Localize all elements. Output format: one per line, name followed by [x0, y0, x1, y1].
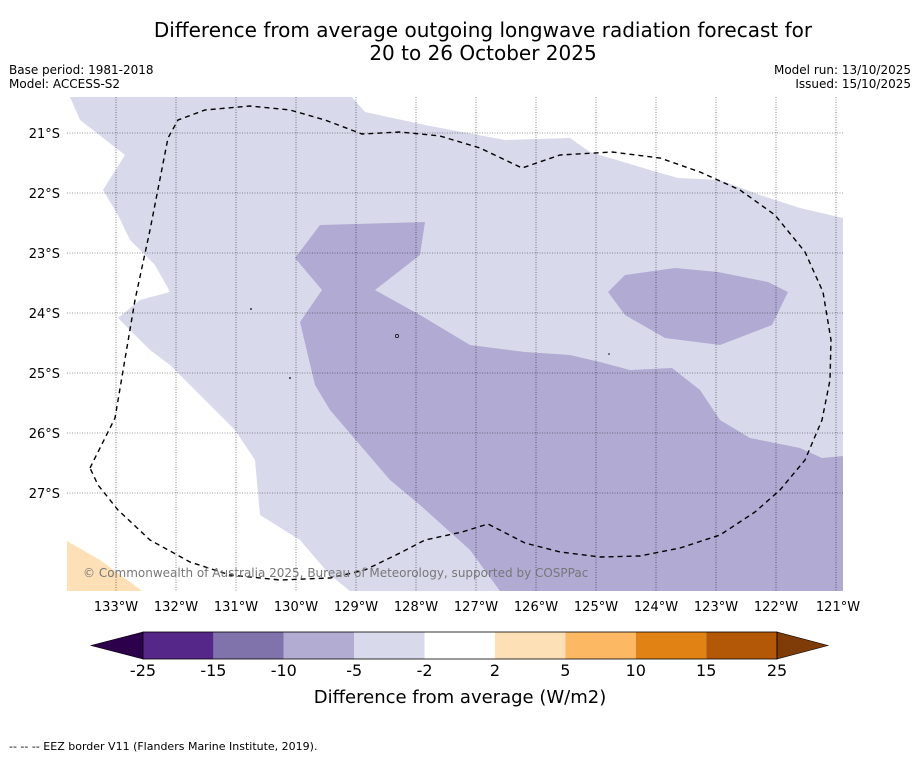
lat-label: 26°S — [29, 427, 60, 442]
lon-label: 123°W — [694, 600, 738, 615]
lon-label: 121°W — [816, 600, 860, 615]
colorbar-tick: -5 — [346, 661, 362, 680]
lat-label: 27°S — [29, 487, 60, 502]
colorbar-segment — [213, 632, 284, 659]
colorbar-tick: 15 — [696, 661, 716, 680]
colorbar-label: Difference from average (W/m2) — [314, 687, 606, 708]
lon-label: 133°W — [94, 600, 138, 615]
colorbar-tick: 2 — [490, 661, 500, 680]
title-line-2: 20 to 26 October 2025 — [369, 41, 597, 65]
anomaly-region-medium — [295, 222, 843, 591]
meta-right: Model run: 13/10/2025 Issued: 15/10/2025 — [774, 63, 911, 91]
colorbar-segment — [354, 632, 425, 659]
lon-label: 128°W — [394, 600, 438, 615]
graticule — [67, 97, 843, 591]
eez-legend-note: -- -- -- EEZ border V11 (Flanders Marine… — [9, 740, 318, 753]
title-line-1: Difference from average outgoing longwav… — [153, 18, 813, 42]
colorbar-segment — [495, 632, 566, 659]
issued-date: Issued: 15/10/2025 — [795, 77, 911, 91]
colorbar-ticks: -25 -15 -10 -5 -2 2 5 10 15 25 — [130, 661, 787, 680]
colorbar-segment — [565, 632, 636, 659]
colorbar-tick: -2 — [417, 661, 433, 680]
lat-labels: 21°S 22°S 23°S 24°S 25°S 26°S 27°S — [29, 127, 60, 502]
lon-label: 125°W — [574, 600, 618, 615]
colorbar-tick: -25 — [130, 661, 156, 680]
colorbar-min-arrow — [89, 631, 144, 660]
lon-label: 130°W — [274, 600, 318, 615]
lon-label: 122°W — [754, 600, 798, 615]
lon-label: 124°W — [634, 600, 678, 615]
lon-label: 127°W — [454, 600, 498, 615]
meta-left: Base period: 1981-2018 Model: ACCESS-S2 — [9, 63, 154, 91]
map-panel: © Commonwealth of Australia 2025, Bureau… — [67, 97, 843, 591]
lat-label: 24°S — [29, 307, 60, 322]
lat-label: 25°S — [29, 367, 60, 382]
anomaly-region-medium-east — [608, 268, 788, 345]
colorbar-segment — [706, 632, 777, 659]
colorbar: -25 -15 -10 -5 -2 2 5 10 15 25 Differenc… — [89, 631, 830, 708]
colorbar-tick: -10 — [271, 661, 297, 680]
island-speck-1 — [250, 308, 252, 310]
eez-border — [89, 105, 832, 581]
colorbar-segment — [635, 632, 707, 659]
lon-label: 126°W — [514, 600, 558, 615]
lon-label: 131°W — [214, 600, 258, 615]
colorbar-segment — [424, 632, 495, 659]
lon-labels: 133°W 132°W 131°W 130°W 129°W 128°W 127°… — [94, 600, 860, 615]
colorbar-outline — [142, 631, 778, 660]
island-speck-2 — [289, 377, 291, 379]
lon-label: 132°W — [154, 600, 198, 615]
lon-label: 129°W — [334, 600, 378, 615]
model-name: Model: ACCESS-S2 — [9, 77, 121, 91]
island-speck-4 — [608, 353, 610, 355]
model-run: Model run: 13/10/2025 — [773, 63, 911, 77]
colorbar-segment — [143, 632, 214, 659]
colorbar-tick: 10 — [626, 661, 646, 680]
lat-label: 22°S — [29, 187, 60, 202]
anomaly-region-positive — [67, 541, 142, 591]
colorbar-segment — [283, 632, 355, 659]
copyright-text: © Commonwealth of Australia 2025, Bureau… — [83, 566, 588, 580]
colorbar-max-arrow — [776, 631, 830, 660]
map-title: Difference from average outgoing longwav… — [0, 19, 919, 65]
colorbar-tick: 5 — [560, 661, 570, 680]
island-speck-3 — [395, 334, 399, 338]
base-period: Base period: 1981-2018 — [9, 63, 154, 77]
lat-label: 21°S — [29, 127, 60, 142]
colorbar-tick: 25 — [767, 661, 787, 680]
lat-label: 23°S — [29, 247, 60, 262]
colorbar-tick: -15 — [200, 661, 226, 680]
